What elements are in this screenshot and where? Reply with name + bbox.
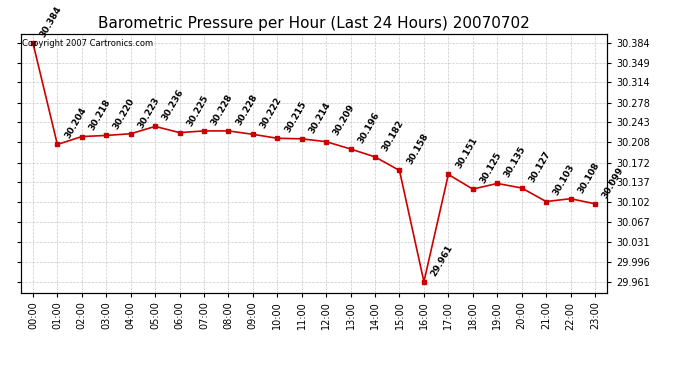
Text: 30.225: 30.225 bbox=[185, 94, 210, 129]
Text: 30.108: 30.108 bbox=[576, 160, 601, 195]
Text: 30.222: 30.222 bbox=[259, 96, 284, 130]
Title: Barometric Pressure per Hour (Last 24 Hours) 20070702: Barometric Pressure per Hour (Last 24 Ho… bbox=[98, 16, 530, 31]
Text: 30.204: 30.204 bbox=[63, 106, 88, 140]
Text: 30.384: 30.384 bbox=[39, 4, 63, 39]
Text: 30.220: 30.220 bbox=[112, 97, 137, 131]
Text: 30.125: 30.125 bbox=[478, 151, 504, 185]
Text: 30.215: 30.215 bbox=[283, 100, 308, 134]
Text: 30.228: 30.228 bbox=[234, 92, 259, 127]
Text: 30.218: 30.218 bbox=[88, 98, 112, 132]
Text: 30.196: 30.196 bbox=[356, 110, 382, 145]
Text: 30.182: 30.182 bbox=[381, 118, 406, 153]
Text: 30.158: 30.158 bbox=[405, 132, 430, 166]
Text: 30.223: 30.223 bbox=[136, 95, 161, 130]
Text: 30.103: 30.103 bbox=[552, 163, 577, 197]
Text: Copyright 2007 Cartronics.com: Copyright 2007 Cartronics.com bbox=[22, 39, 153, 48]
Text: 30.127: 30.127 bbox=[527, 149, 552, 184]
Text: 29.961: 29.961 bbox=[429, 243, 455, 278]
Text: 30.151: 30.151 bbox=[454, 136, 479, 170]
Text: 30.099: 30.099 bbox=[600, 165, 626, 200]
Text: 30.236: 30.236 bbox=[161, 88, 186, 122]
Text: 30.228: 30.228 bbox=[210, 92, 235, 127]
Text: 30.214: 30.214 bbox=[307, 100, 333, 135]
Text: 30.135: 30.135 bbox=[503, 145, 528, 179]
Text: 30.209: 30.209 bbox=[332, 103, 357, 138]
